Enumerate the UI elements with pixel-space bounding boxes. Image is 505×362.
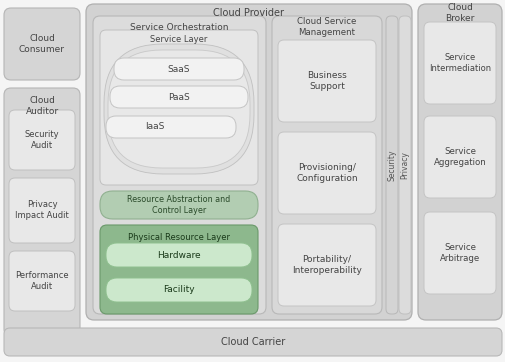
FancyBboxPatch shape: [104, 44, 254, 174]
FancyBboxPatch shape: [423, 212, 495, 294]
FancyBboxPatch shape: [110, 86, 247, 108]
FancyBboxPatch shape: [106, 116, 235, 138]
Text: Cloud
Consumer: Cloud Consumer: [19, 34, 65, 54]
FancyBboxPatch shape: [108, 50, 249, 168]
Text: Facility: Facility: [163, 286, 194, 295]
FancyBboxPatch shape: [423, 22, 495, 104]
Text: IaaS: IaaS: [145, 122, 164, 131]
Text: Security: Security: [387, 149, 396, 181]
Text: Cloud
Broker: Cloud Broker: [444, 3, 474, 23]
FancyBboxPatch shape: [277, 224, 375, 306]
Text: Service Layer: Service Layer: [150, 35, 207, 45]
Text: Hardware: Hardware: [157, 251, 200, 260]
FancyBboxPatch shape: [114, 58, 243, 80]
FancyBboxPatch shape: [9, 110, 75, 170]
Text: Security
Audit: Security Audit: [25, 130, 59, 150]
FancyBboxPatch shape: [100, 191, 258, 219]
Text: Privacy: Privacy: [400, 151, 409, 179]
FancyBboxPatch shape: [9, 251, 75, 311]
Text: Business
Support: Business Support: [307, 71, 346, 91]
FancyBboxPatch shape: [277, 40, 375, 122]
Text: Resource Abstraction and
Control Layer: Resource Abstraction and Control Layer: [127, 195, 230, 215]
Text: Service Orchestration: Service Orchestration: [129, 24, 228, 33]
Text: Service
Arbitrage: Service Arbitrage: [439, 243, 479, 263]
FancyBboxPatch shape: [423, 116, 495, 198]
Text: Portability/
Interoperability: Portability/ Interoperability: [291, 255, 361, 275]
Text: Physical Resource Layer: Physical Resource Layer: [128, 232, 230, 241]
Text: SaaS: SaaS: [168, 64, 190, 73]
Text: Service
Intermediation: Service Intermediation: [428, 53, 490, 73]
Text: Provisioning/
Configuration: Provisioning/ Configuration: [295, 163, 357, 183]
FancyBboxPatch shape: [272, 16, 381, 314]
FancyBboxPatch shape: [417, 4, 501, 320]
FancyBboxPatch shape: [100, 225, 258, 314]
FancyBboxPatch shape: [277, 132, 375, 214]
FancyBboxPatch shape: [106, 278, 251, 302]
Text: Service
Aggregation: Service Aggregation: [433, 147, 485, 167]
FancyBboxPatch shape: [398, 16, 410, 314]
FancyBboxPatch shape: [106, 243, 251, 267]
FancyBboxPatch shape: [4, 328, 501, 356]
FancyBboxPatch shape: [4, 88, 80, 336]
FancyBboxPatch shape: [93, 16, 266, 314]
FancyBboxPatch shape: [385, 16, 397, 314]
Text: PaaS: PaaS: [168, 93, 189, 101]
Text: Cloud Provider: Cloud Provider: [213, 8, 284, 18]
Text: Privacy
Impact Audit: Privacy Impact Audit: [15, 200, 69, 220]
Text: Cloud Carrier: Cloud Carrier: [221, 337, 284, 347]
FancyBboxPatch shape: [86, 4, 411, 320]
FancyBboxPatch shape: [9, 178, 75, 243]
Text: Cloud
Auditor: Cloud Auditor: [25, 96, 59, 116]
Text: Performance
Audit: Performance Audit: [15, 271, 69, 291]
FancyBboxPatch shape: [4, 8, 80, 80]
FancyBboxPatch shape: [100, 30, 258, 185]
Text: Cloud Service
Management: Cloud Service Management: [297, 17, 356, 37]
